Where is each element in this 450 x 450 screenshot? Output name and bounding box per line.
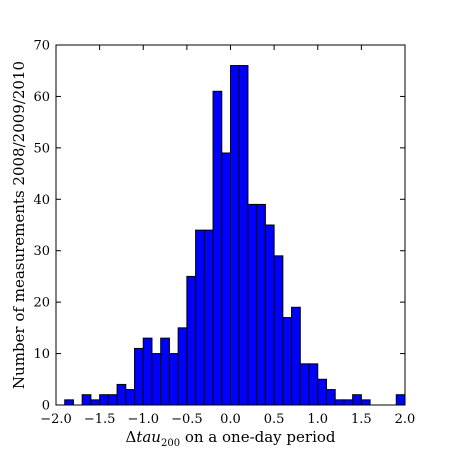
y-tick-label: 60 xyxy=(33,90,50,105)
histogram-bar xyxy=(168,353,179,406)
histogram-bar xyxy=(352,394,362,406)
histogram-bar xyxy=(360,399,371,406)
histogram-bar xyxy=(282,317,293,406)
histogram-bar xyxy=(343,399,354,406)
histogram-bar xyxy=(291,306,301,406)
histogram-bar xyxy=(142,337,153,406)
y-tick-label: 70 xyxy=(33,39,50,54)
y-tick-label: 30 xyxy=(33,244,50,259)
y-tick-label: 10 xyxy=(33,347,50,362)
histogram-bar xyxy=(64,399,74,406)
histogram-bar xyxy=(325,389,336,406)
histogram-bar xyxy=(264,224,275,406)
histogram-bar xyxy=(317,378,327,406)
histogram-bar xyxy=(81,394,92,406)
histogram-bar xyxy=(273,255,284,406)
histogram-bar xyxy=(395,394,406,406)
histogram-bar xyxy=(134,347,144,406)
histogram-bar xyxy=(195,229,205,406)
x-tick-label: −1.5 xyxy=(84,412,116,427)
histogram-bar xyxy=(256,203,266,406)
histogram-bar xyxy=(177,327,188,406)
histogram-bar xyxy=(160,337,170,406)
y-tick-label: 50 xyxy=(33,141,50,156)
histogram-bar xyxy=(247,203,258,406)
y-tick-label: 0 xyxy=(42,399,50,414)
x-axis-label: Δtau200 on a one-day period xyxy=(125,428,335,449)
x-tick-label: −1.0 xyxy=(127,412,159,427)
x-axis-label-subscript: 200 xyxy=(161,438,180,449)
x-tick-label: 1.0 xyxy=(307,412,328,427)
histogram-bar xyxy=(299,363,310,406)
histogram-bar xyxy=(308,363,319,406)
x-tick-label: 1.5 xyxy=(351,412,372,427)
histogram-bar xyxy=(107,394,118,406)
histogram-bar xyxy=(90,399,101,406)
x-tick-label: −2.0 xyxy=(40,412,72,427)
histogram-bar xyxy=(203,229,214,406)
x-axis-label-rest: on a one-day period xyxy=(180,428,336,446)
histogram-bar xyxy=(334,399,345,406)
y-tick-label: 40 xyxy=(33,193,50,208)
x-tick-label: 2.0 xyxy=(395,412,416,427)
histogram-bar xyxy=(230,65,240,406)
x-tick-label: 0.0 xyxy=(220,412,241,427)
y-tick-label: 20 xyxy=(33,296,50,311)
x-axis-label-delta: Δ xyxy=(125,428,136,446)
histogram-bar xyxy=(186,275,197,406)
axis-ticks: −2.0 −1.5 −1.0 −0.5 0.0 0.5 1.0 1.5 2.0 0 10 20 30 40… xyxy=(33,39,415,428)
histogram-bar xyxy=(151,353,162,406)
histogram-bar xyxy=(116,383,127,406)
x-axis-label-var: tau xyxy=(136,428,161,446)
histogram-bar xyxy=(212,90,223,406)
histogram-bar xyxy=(238,65,249,406)
x-tick-label: −0.5 xyxy=(171,412,203,427)
histogram-bar xyxy=(221,152,231,406)
y-axis-label: Number of measurements 2008/2009/2010 xyxy=(10,61,28,389)
histogram-bar xyxy=(125,389,136,406)
histogram-bar xyxy=(99,394,109,406)
x-tick-label: 0.5 xyxy=(264,412,285,427)
